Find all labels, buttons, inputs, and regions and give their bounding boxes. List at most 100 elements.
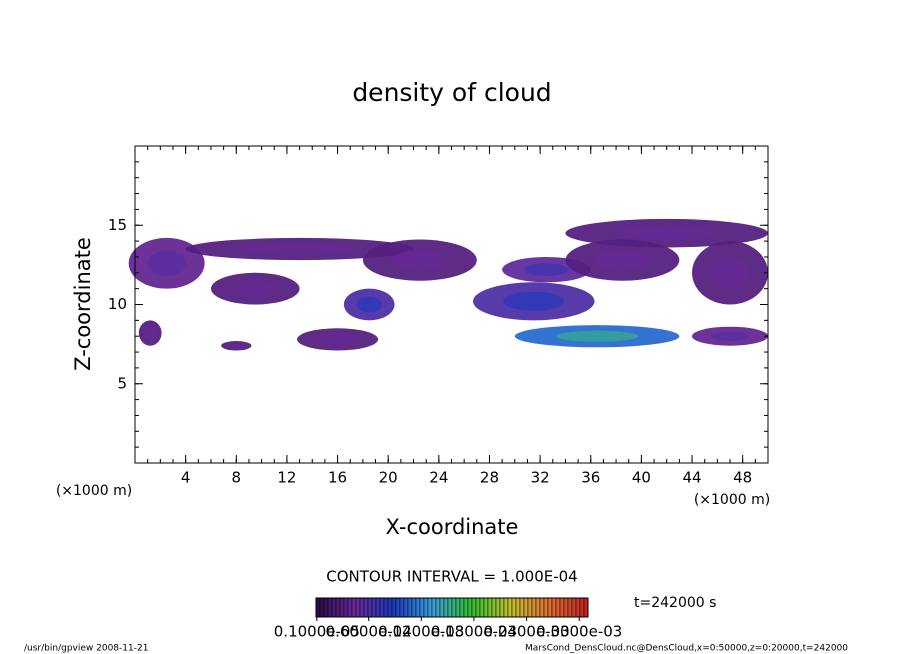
cloud-core [555, 330, 639, 342]
colorbar-cell [399, 597, 405, 618]
cloud-core [147, 250, 186, 276]
colorbar-label: 0.2400e-03 [483, 623, 569, 641]
y-tick-label: 10 [108, 295, 127, 313]
cloud-core [711, 256, 750, 289]
contour-interval: CONTOUR INTERVAL = 1.000E-04 [326, 568, 577, 586]
colorbar-cell [419, 597, 425, 618]
colorbar-cell [583, 597, 589, 618]
colorbar-cell [495, 597, 501, 618]
colorbar-cell [431, 597, 437, 618]
footer-right: MarsCond_DensCloud.nc@DensCloud,x=0:5000… [525, 644, 848, 654]
colorbar-cell [387, 597, 393, 618]
colorbar-cell [315, 597, 321, 618]
cloud-core [242, 243, 357, 255]
colorbar-cell [383, 597, 389, 618]
cloud-core [616, 226, 718, 241]
cloud-core [711, 331, 750, 341]
colorbar-cell [447, 597, 453, 618]
colorbar-cell [415, 597, 421, 618]
x-tick-label: 28 [480, 469, 499, 487]
cloud-core [524, 263, 569, 276]
x-unit: (×1000 m) [694, 492, 770, 508]
colorbar-cell [411, 597, 417, 618]
footer-left: /usr/bin/gpview 2008-11-21 [24, 644, 148, 654]
colorbar-cell [515, 597, 521, 618]
colorbar-cell [323, 597, 329, 618]
colorbar-cell [507, 597, 513, 618]
colorbar-cell [439, 597, 445, 618]
colorbar-cell [579, 597, 585, 618]
colorbar-cell [575, 597, 581, 618]
colorbar-cell [435, 597, 441, 618]
x-tick-label: 44 [682, 469, 701, 487]
colorbar-cell [531, 597, 537, 618]
colorbar-cell [543, 597, 549, 618]
colorbar-cell [319, 597, 325, 618]
colorbar-cell [331, 597, 337, 618]
colorbar-cell [555, 597, 561, 618]
colorbar-label: 0.1000e-05 [274, 623, 360, 641]
x-tick-label: 48 [733, 469, 752, 487]
colorbar-cell [343, 597, 349, 618]
colorbar-cell [427, 597, 433, 618]
colorbar-cell [479, 597, 485, 618]
y-tick-label: 5 [117, 374, 127, 392]
cloud-core [593, 249, 651, 271]
colorbar-label: 0.1800e-03 [431, 623, 517, 641]
colorbar-cell [327, 597, 333, 618]
colorbar-cell [459, 597, 465, 618]
colorbar-cell [375, 597, 381, 618]
colorbar-cell [367, 597, 373, 618]
cloud-core [144, 326, 156, 340]
colorbar-cell [551, 597, 557, 618]
cloud-core [228, 343, 244, 349]
x-tick-label: 12 [277, 469, 296, 487]
x-tick-label: 36 [581, 469, 600, 487]
colorbar-cell [379, 597, 385, 618]
colorbar-cell [347, 597, 353, 618]
colorbar-cell [335, 597, 341, 618]
colorbar-cell [559, 597, 565, 618]
colorbar-label: 0.1200e-03 [378, 623, 464, 641]
colorbar-cell [539, 597, 545, 618]
x-tick-label: 40 [632, 469, 651, 487]
cloud-core [503, 291, 565, 311]
colorbar-cell [511, 597, 517, 618]
x-tick-label: 24 [429, 469, 448, 487]
plot-frame [134, 145, 769, 464]
colorbar-cell [499, 597, 505, 618]
colorbar-cell [563, 597, 569, 618]
x-tick-label: 16 [328, 469, 347, 487]
colorbar-cell [547, 597, 553, 618]
colorbar-cell [403, 597, 409, 618]
x-tick-label: 32 [531, 469, 550, 487]
colorbar-cell [467, 597, 473, 618]
colorbar-label: 0.6000e-04 [326, 623, 412, 641]
colorbar-cell [571, 597, 577, 618]
colorbar-cell [483, 597, 489, 618]
colorbar-cell [395, 597, 401, 618]
colorbar-cell [355, 597, 361, 618]
colorbar-cell [407, 597, 413, 618]
colorbar-cell [487, 597, 493, 618]
colorbar-cell [339, 597, 345, 618]
y-unit: (×1000 m) [56, 483, 132, 499]
colorbar-cell [535, 597, 541, 618]
colorbar-frame [315, 597, 589, 618]
colorbar-cell [351, 597, 357, 618]
colorbar-cell [471, 597, 477, 618]
cloud-core [317, 333, 358, 345]
x-tick-label: 4 [181, 469, 191, 487]
colorbar-label: 0.3000e-03 [536, 623, 622, 641]
time-label: t=242000 s [634, 595, 716, 611]
colorbar-cell [359, 597, 365, 618]
colorbar-cell [463, 597, 469, 618]
colorbar-cell [519, 597, 525, 618]
y-tick-label: 15 [108, 216, 127, 234]
x-axis-label: X-coordinate [386, 515, 519, 539]
colorbar-cell [371, 597, 377, 618]
chart-title: density of cloud [352, 78, 551, 107]
colorbar-cell [567, 597, 573, 618]
colorbar-cell [491, 597, 497, 618]
